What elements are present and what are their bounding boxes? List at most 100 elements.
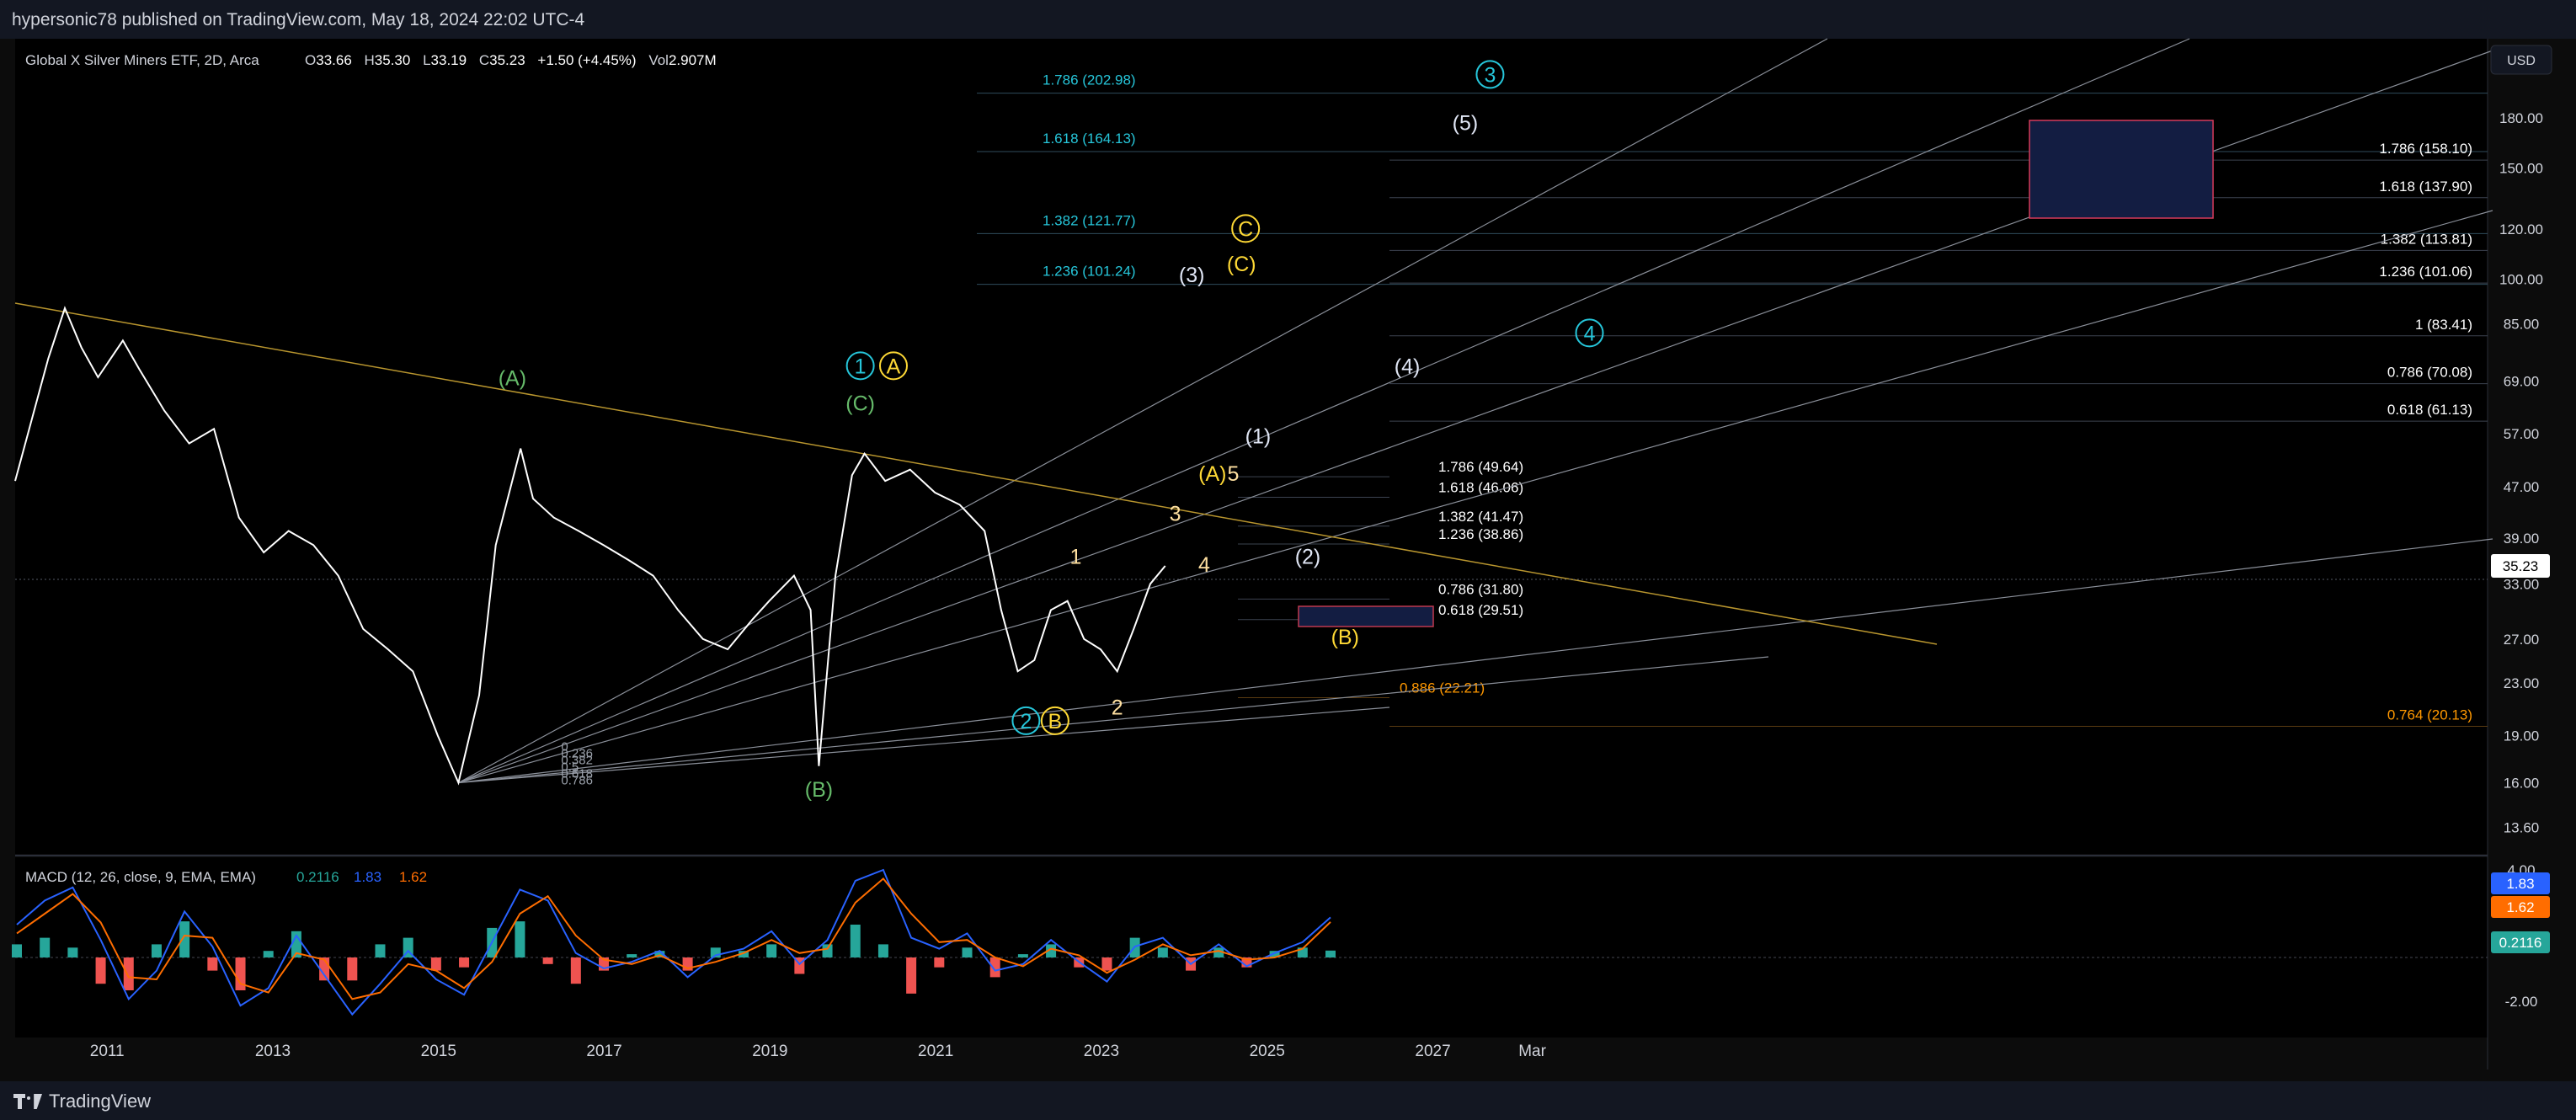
legend-vol-label: Vol <box>648 52 669 68</box>
macd-histogram-bar <box>1241 957 1252 968</box>
macd-value-tag <box>2491 931 2550 953</box>
fan-line <box>458 38 1828 783</box>
macd-pane[interactable] <box>15 857 2488 1037</box>
macd-value-tag-label: 0.2116 <box>2499 935 2542 951</box>
wave-label-circle <box>1011 706 1041 735</box>
currency-button[interactable]: USD <box>2490 45 2552 75</box>
wave-label: (C) <box>1227 253 1256 276</box>
fib-level-label: 1.786 (158.10) <box>2379 141 2472 157</box>
price-axis-tick: 19.00 <box>2504 728 2540 744</box>
fib-level-label: 1.618 (137.90) <box>2379 179 2472 195</box>
macd-histogram-bar <box>962 947 973 957</box>
macd-histogram-bar <box>95 957 106 984</box>
macd-histogram-bar <box>738 951 749 957</box>
wave-label: 4 <box>1584 322 1596 345</box>
fan-line <box>458 38 2190 784</box>
macd-histogram-bar <box>627 954 637 957</box>
price-axis-tick: 150.00 <box>2499 160 2543 176</box>
wave-label: 1 <box>1070 545 1082 568</box>
macd-histogram-bar <box>877 944 888 957</box>
price-axis-tick: 13.60 <box>2504 819 2540 835</box>
macd-histogram-bar <box>850 925 861 957</box>
time-axis-tick: 2027 <box>1415 1043 1450 1060</box>
macd-histogram-bar <box>1325 950 1336 957</box>
wave-label: (B) <box>1331 626 1359 649</box>
time-axis-tick: 2021 <box>918 1043 953 1060</box>
fib-level-label: 1.786 (49.64) <box>1438 459 1523 475</box>
fib-level-label: 1.786 (202.98) <box>1043 72 1136 88</box>
target-boxes <box>1298 120 2214 627</box>
fibonacci-levels: 1.786 (202.98) 1.618 (164.13) 1.382 (121.7… <box>977 72 2488 728</box>
fan-level-label: 0.618 <box>561 766 593 781</box>
fib-level-label: 1 (83.41) <box>2415 317 2472 333</box>
fib-level-label: 1.236 (101.06) <box>2379 264 2472 280</box>
macd-axis-tick: -2.00 <box>2505 994 2538 1010</box>
legend-symbol: Global X Silver Miners ETF, 2D, Arca <box>25 52 259 68</box>
support-box <box>1298 605 1434 627</box>
macd-histogram-bar <box>179 921 190 957</box>
macd-histogram-bar <box>542 957 553 964</box>
wave-label: (3) <box>1179 264 1205 287</box>
macd-histogram-bar <box>1297 947 1308 957</box>
wave-label: (B) <box>805 778 833 802</box>
fan-level-label: 0 <box>561 739 568 754</box>
currency-button-bg[interactable] <box>2490 45 2552 75</box>
legend-open: 33.66 <box>316 52 352 68</box>
macd-histogram-bar <box>906 957 917 994</box>
macd-histogram-bar <box>459 957 470 968</box>
wave-label: 2 <box>1112 696 1123 720</box>
macd-histogram-bar <box>989 957 1000 978</box>
macd-histogram-bar <box>430 957 441 971</box>
wave-label: 4 <box>1198 553 1210 577</box>
wave-label: (5) <box>1453 112 1479 136</box>
legend-low: 33.19 <box>431 52 467 68</box>
fib-level-label: 1.382 (41.47) <box>1438 509 1523 525</box>
fib-level-label: 1.382 (113.81) <box>2381 231 2472 247</box>
wave-label-circle <box>1040 706 1069 735</box>
macd-histogram-bar <box>822 944 833 957</box>
macd-histogram-bar <box>235 957 246 990</box>
wave-label-circle <box>1475 60 1505 89</box>
wave-label: 5 <box>1227 462 1239 486</box>
macd-histogram-bar <box>934 957 945 968</box>
tradingview-brand[interactable]: TradingView <box>13 1091 151 1112</box>
fib-level-label: 1.618 (46.06) <box>1438 480 1523 496</box>
price-axis-tick: 27.00 <box>2504 632 2540 648</box>
wave-label-circle <box>878 351 908 381</box>
fan-line <box>458 707 1390 784</box>
wave-label: B <box>1048 710 1063 733</box>
time-axis-tick: Mar <box>1518 1043 1546 1060</box>
time-axis-tick: 2017 <box>586 1043 621 1060</box>
price-axis-tick: 23.00 <box>2504 675 2540 691</box>
legend-close-label: C <box>479 52 489 68</box>
legend-close: 35.23 <box>489 52 525 68</box>
legend-open-label: O <box>305 52 316 68</box>
macd-value-tag <box>2491 872 2550 894</box>
chart-canvas[interactable]: 1.786 (202.98) 1.618 (164.13) 1.382 (121.7… <box>0 0 2576 1081</box>
price-axis-tick: 57.00 <box>2504 426 2540 442</box>
macd-histogram-bar <box>570 957 581 984</box>
price-axis-tick: 47.00 <box>2504 479 2540 495</box>
wave-label-circle <box>845 351 875 381</box>
macd-histogram-bar <box>1017 954 1028 957</box>
macd-histogram-bar <box>347 957 358 981</box>
macd-histogram-bar <box>1157 947 1168 957</box>
price-series <box>14 306 1166 786</box>
price-axis[interactable]: 220.00180.00150.00120.00100.0085.0069.00… <box>2491 55 2550 835</box>
macd-histogram-bar <box>375 944 386 957</box>
macd-legend[interactable]: MACD (12, 26, close, 9, EMA, EMA) 0.2116… <box>25 869 427 885</box>
time-axis-tick: 2023 <box>1084 1043 1119 1060</box>
fib-level-label: 1.236 (101.24) <box>1043 264 1136 280</box>
fib-level-label: 0.764 (20.13) <box>2387 707 2472 723</box>
time-axis-tick: 2025 <box>1250 1043 1285 1060</box>
legend-low-label: L <box>423 52 430 68</box>
legend-high-label: H <box>365 52 375 68</box>
symbol-legend[interactable]: Global X Silver Miners ETF, 2D, Arca O33… <box>25 52 717 68</box>
price-axis-tick: 100.00 <box>2499 272 2543 288</box>
macd-title: MACD (12, 26, close, 9, EMA, EMA) <box>25 869 256 885</box>
macd-line <box>16 868 1331 1016</box>
wave-3-target-box <box>2029 120 2214 219</box>
fan-level-label: 0.236 <box>561 746 593 760</box>
time-axis[interactable]: 2011 2013 2015 2017 2019 2021 2023 2025 2027 Mar <box>90 1043 1547 1060</box>
fan-level-label: 0.382 <box>561 753 593 767</box>
